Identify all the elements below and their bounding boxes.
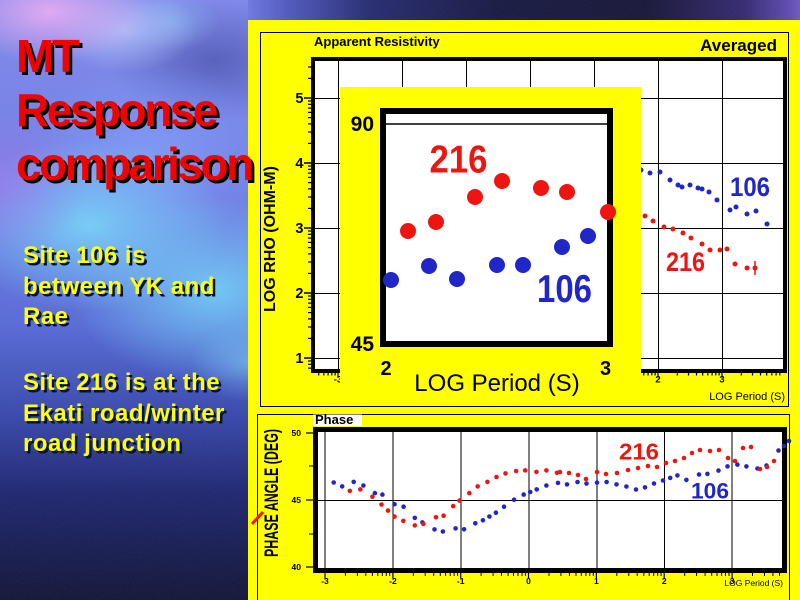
svg-text:PHASE ANGLE (DEG): PHASE ANGLE (DEG)	[262, 429, 283, 557]
svg-text:3: 3	[295, 221, 303, 237]
svg-text:106: 106	[730, 172, 770, 202]
svg-text:LOG RHO (OHM-M): LOG RHO (OHM-M)	[262, 166, 279, 312]
svg-text:2: 2	[655, 375, 660, 386]
svg-text:106: 106	[691, 479, 729, 504]
svg-text:45: 45	[292, 495, 302, 505]
svg-text:Phase: Phase	[315, 412, 353, 427]
svg-text:0: 0	[526, 576, 531, 586]
svg-text:2: 2	[380, 358, 391, 380]
svg-text:Apparent Resistivity: Apparent Resistivity	[314, 34, 440, 49]
svg-text:3: 3	[719, 375, 724, 386]
svg-text:3: 3	[730, 576, 735, 586]
svg-text:LOG Period (S): LOG Period (S)	[709, 391, 785, 403]
svg-text:45: 45	[351, 333, 375, 356]
svg-text:-3: -3	[321, 576, 329, 586]
svg-text:2: 2	[662, 576, 667, 586]
svg-text:1: 1	[594, 576, 599, 586]
svg-text:LOG Period (S): LOG Period (S)	[414, 370, 579, 397]
svg-text:216: 216	[666, 247, 705, 277]
svg-text:-1: -1	[457, 576, 465, 586]
svg-text:3: 3	[600, 358, 611, 380]
svg-text:2: 2	[295, 286, 303, 302]
svg-text:5: 5	[295, 91, 303, 107]
svg-text:-3: -3	[334, 375, 342, 386]
svg-text:-2: -2	[389, 576, 397, 586]
svg-text:40: 40	[292, 562, 302, 572]
svg-text:106: 106	[537, 268, 592, 311]
svg-text:1: 1	[295, 351, 303, 367]
svg-text:216: 216	[619, 439, 659, 465]
svg-text:216: 216	[430, 139, 488, 182]
svg-text:4: 4	[295, 156, 303, 172]
svg-text:Averaged: Averaged	[700, 36, 777, 55]
svg-text:50: 50	[292, 428, 302, 438]
svg-text:90: 90	[351, 113, 374, 136]
svg-text:LOG Period (S): LOG Period (S)	[724, 578, 783, 588]
